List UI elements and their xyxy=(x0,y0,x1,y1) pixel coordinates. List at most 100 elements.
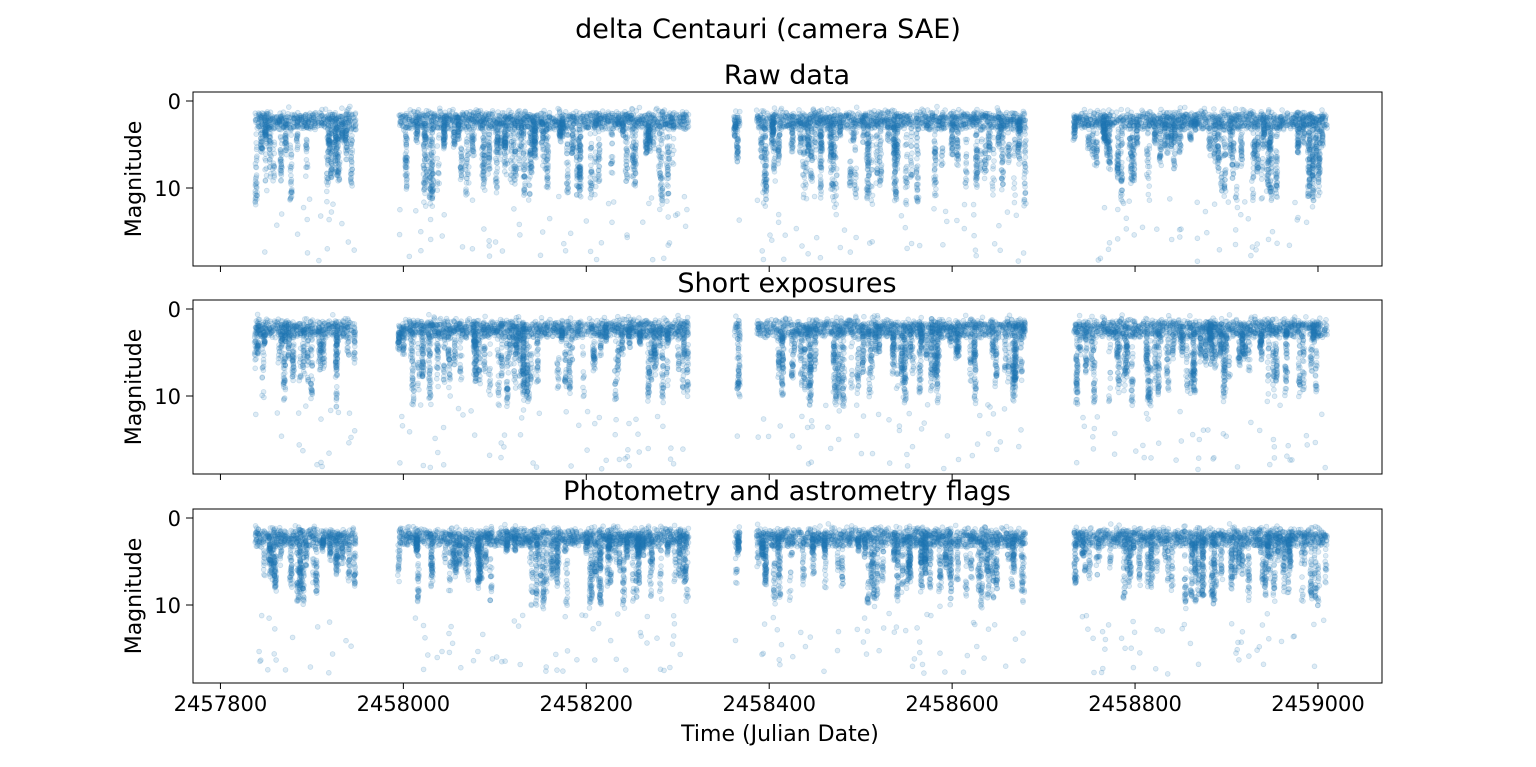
data-point xyxy=(534,155,539,160)
data-point xyxy=(597,164,602,169)
data-point xyxy=(561,241,566,246)
data-point xyxy=(327,217,332,222)
data-point xyxy=(443,129,448,134)
data-point xyxy=(326,141,331,146)
data-point xyxy=(268,124,273,129)
data-point xyxy=(594,160,599,165)
data-point xyxy=(566,172,571,177)
data-point xyxy=(599,240,604,245)
data-point xyxy=(500,249,505,254)
data-point xyxy=(253,176,258,181)
data-point xyxy=(289,155,294,160)
data-point xyxy=(504,172,509,177)
data-point xyxy=(487,163,492,168)
data-point xyxy=(633,123,638,128)
data-point xyxy=(625,235,630,240)
data-point xyxy=(527,192,532,197)
data-point xyxy=(510,161,515,166)
data-point xyxy=(283,124,288,129)
data-point xyxy=(460,126,465,131)
data-point xyxy=(305,123,310,128)
data-point xyxy=(496,146,501,151)
data-point xyxy=(578,194,583,199)
data-point xyxy=(588,131,593,136)
data-point xyxy=(272,151,277,156)
data-point xyxy=(667,241,672,246)
data-point xyxy=(309,118,314,123)
data-point xyxy=(486,143,491,148)
data-point xyxy=(481,162,486,167)
data-point xyxy=(336,155,341,160)
data-point xyxy=(278,135,283,140)
data-point xyxy=(640,220,645,225)
data-point xyxy=(670,112,675,117)
data-point xyxy=(278,171,283,176)
data-point xyxy=(419,248,424,253)
data-point xyxy=(517,158,522,163)
data-point xyxy=(509,167,514,172)
figure-title: delta Centauri (camera SAE) xyxy=(575,14,961,45)
data-point xyxy=(588,114,593,119)
data-point xyxy=(398,116,403,121)
data-point xyxy=(456,115,461,120)
data-point xyxy=(349,113,354,118)
data-point xyxy=(660,116,665,121)
data-point xyxy=(459,119,464,124)
data-point xyxy=(647,201,652,206)
data-point xyxy=(258,124,263,129)
data-point xyxy=(327,147,332,152)
data-point xyxy=(734,141,739,146)
data-point xyxy=(466,134,471,139)
data-point xyxy=(504,150,509,155)
data-point xyxy=(495,166,500,171)
data-point xyxy=(566,186,571,191)
data-point xyxy=(610,171,615,176)
data-point xyxy=(544,174,549,179)
data-point xyxy=(267,118,272,123)
data-point xyxy=(407,125,412,130)
data-point xyxy=(421,166,426,171)
data-point xyxy=(495,128,500,133)
data-point xyxy=(658,154,663,159)
data-point xyxy=(563,248,568,253)
data-point xyxy=(634,140,639,145)
data-point xyxy=(274,223,279,228)
data-point xyxy=(623,125,628,130)
data-point xyxy=(589,141,594,146)
data-point xyxy=(398,207,403,212)
data-point xyxy=(337,178,342,183)
data-point xyxy=(352,248,357,253)
data-point xyxy=(735,136,740,141)
data-point xyxy=(421,181,426,186)
data-point xyxy=(470,129,475,134)
data-point xyxy=(637,105,642,110)
data-point xyxy=(665,161,670,166)
data-point xyxy=(464,111,469,116)
data-point xyxy=(652,146,657,151)
data-point xyxy=(735,115,740,120)
data-point xyxy=(437,162,442,167)
data-point xyxy=(464,187,469,192)
data-point xyxy=(255,190,260,195)
data-point xyxy=(329,175,334,180)
data-point xyxy=(346,240,351,245)
data-point xyxy=(422,187,427,192)
data-point xyxy=(495,184,500,189)
data-point xyxy=(597,147,602,152)
data-point xyxy=(666,172,671,177)
data-point xyxy=(570,119,575,124)
data-point xyxy=(303,143,308,148)
data-point xyxy=(665,182,670,187)
data-point xyxy=(589,122,594,127)
data-point xyxy=(671,162,676,167)
data-point xyxy=(466,181,471,186)
data-point xyxy=(528,157,533,162)
data-point xyxy=(523,156,528,161)
data-point xyxy=(279,141,284,146)
data-point xyxy=(353,119,358,124)
data-point xyxy=(279,179,284,184)
data-point xyxy=(494,171,499,176)
data-point xyxy=(611,200,616,205)
data-point xyxy=(316,116,321,121)
